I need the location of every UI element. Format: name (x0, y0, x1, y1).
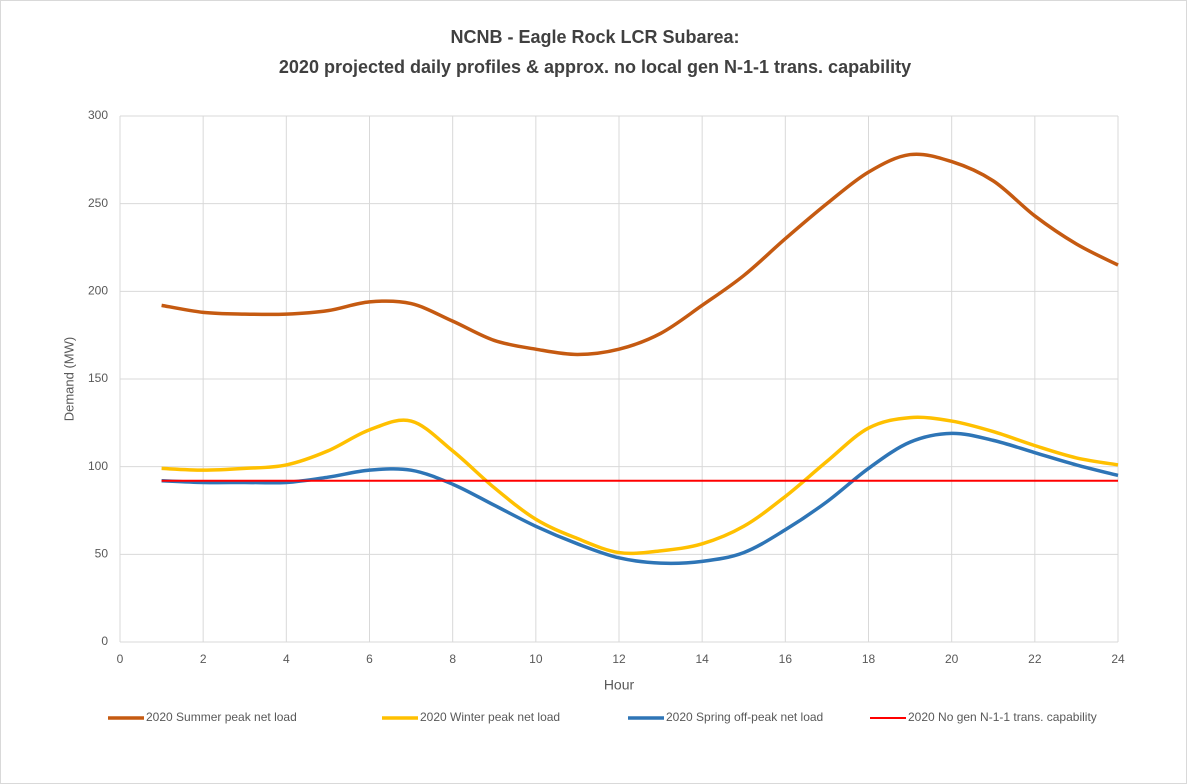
legend-label: 2020 Summer peak net load (146, 710, 297, 724)
x-tick-label: 20 (945, 652, 959, 666)
x-tick-label: 8 (449, 652, 456, 666)
x-tick-label: 24 (1111, 652, 1125, 666)
x-tick-label: 14 (695, 652, 709, 666)
y-tick-label: 250 (88, 196, 108, 210)
y-tick-label: 100 (88, 459, 108, 473)
x-tick-label: 4 (283, 652, 290, 666)
x-tick-label: 22 (1028, 652, 1042, 666)
x-axis-label: Hour (604, 677, 635, 693)
series-line (161, 431, 1119, 566)
x-tick-label: 2 (200, 652, 207, 666)
x-tick-label: 16 (779, 652, 793, 666)
legend-label: 2020 Spring off-peak net load (666, 710, 823, 724)
x-tick-label: 6 (366, 652, 373, 666)
legend-label: 2020 No gen N-1-1 trans. capability (908, 710, 1097, 724)
y-tick-label: 50 (95, 547, 109, 561)
y-tick-label: 0 (101, 634, 108, 648)
y-tick-label: 300 (88, 108, 108, 122)
series-line (161, 415, 1119, 556)
chart-subtitle: 2020 projected daily profiles & approx. … (279, 57, 911, 77)
x-tick-label: 12 (612, 652, 626, 666)
y-tick-label: 150 (88, 371, 108, 385)
x-tick-label: 10 (529, 652, 543, 666)
series-line (161, 152, 1119, 357)
chart-title: NCNB - Eagle Rock LCR Subarea: (450, 27, 739, 47)
legend-label: 2020 Winter peak net load (420, 710, 560, 724)
x-tick-label: 0 (117, 652, 124, 666)
y-axis-label: Demand (MW) (61, 337, 76, 422)
x-tick-label: 18 (862, 652, 876, 666)
y-tick-label: 200 (88, 284, 108, 298)
